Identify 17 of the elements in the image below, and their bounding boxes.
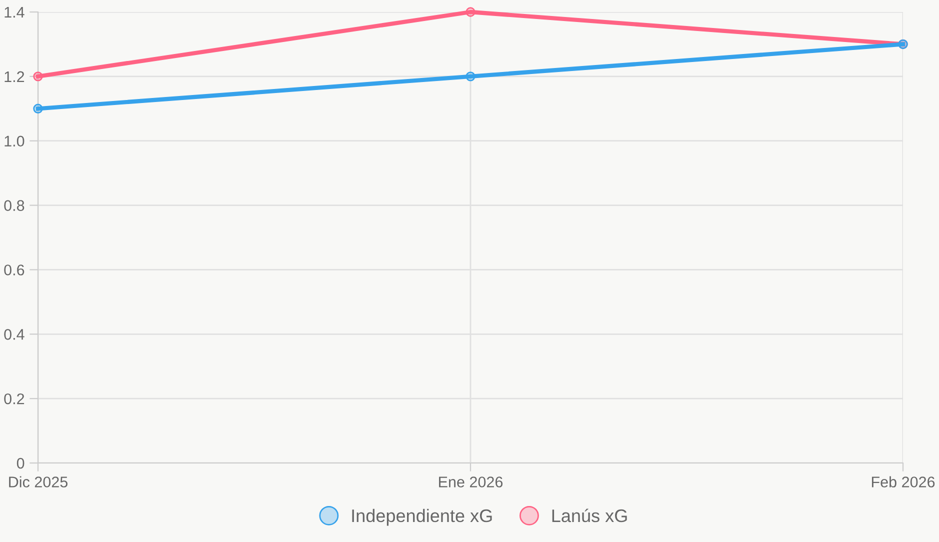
- point: [466, 72, 476, 82]
- point: [33, 104, 43, 114]
- y-tick-label: 0.6: [4, 264, 24, 276]
- y-tick-label: 0.4: [4, 329, 24, 340]
- y-tick-label: 1.2: [4, 71, 24, 82]
- y-tick-label: 0.8: [4, 200, 24, 211]
- y-tick-label: 1.0: [4, 136, 24, 147]
- legend-label: Lanús xG: [552, 508, 627, 522]
- y-tick-label: 1.4: [4, 7, 24, 18]
- legend-label: Independiente xG: [352, 508, 492, 526]
- x-tick-label: Dic 2025: [9, 476, 68, 488]
- point: [466, 7, 476, 17]
- x-tick-label: Feb 2026: [872, 476, 935, 488]
- y-tick-label: 0: [16, 458, 24, 469]
- x-tick-label: Ene 2026: [439, 476, 503, 488]
- y-tick-label: 0.2: [4, 393, 24, 404]
- point: [33, 72, 43, 82]
